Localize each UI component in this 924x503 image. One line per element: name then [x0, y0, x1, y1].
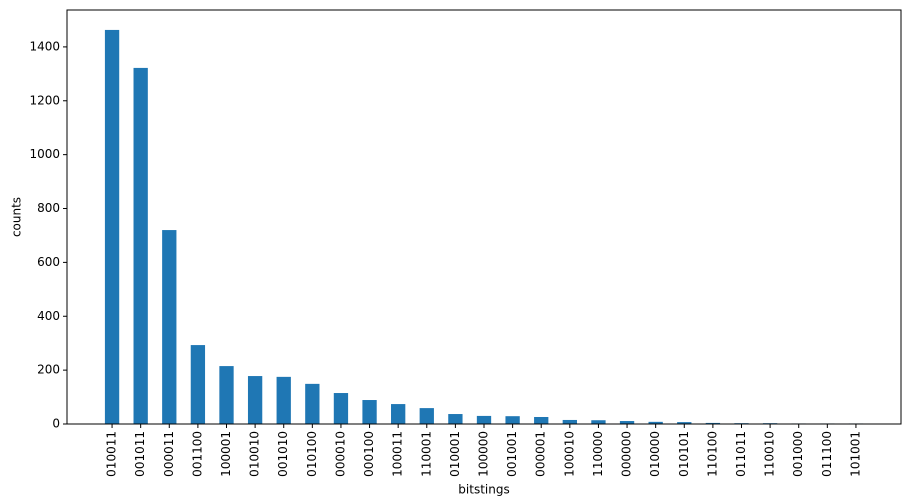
x-tick-label: 100010	[562, 431, 576, 477]
x-tick-label: 010010	[248, 431, 262, 477]
y-tick-label: 600	[37, 255, 60, 269]
x-tick-label: 000000	[620, 431, 634, 477]
x-tick-label: 100000	[477, 431, 491, 477]
bar	[505, 416, 520, 424]
bar	[591, 420, 606, 424]
x-tick-label: 011100	[820, 431, 834, 477]
bar	[391, 404, 406, 424]
bar	[333, 393, 349, 424]
bar	[362, 400, 377, 424]
y-tick-label: 200	[37, 363, 60, 377]
plot-frame	[66, 9, 902, 425]
bar	[677, 422, 692, 424]
bar	[104, 29, 120, 424]
bar	[476, 415, 492, 424]
x-tick-label: 010011	[105, 431, 119, 477]
bar	[247, 376, 263, 424]
x-tick-label: 000001	[534, 431, 548, 477]
x-tick-label: 000011	[162, 431, 176, 477]
bar	[219, 366, 234, 424]
x-tick-label: 010000	[648, 431, 662, 477]
y-tick-label: 800	[37, 201, 60, 215]
bar	[705, 422, 721, 424]
bar	[162, 230, 177, 424]
x-tick-label: 001100	[190, 431, 204, 477]
x-tick-label: 001001	[505, 431, 519, 477]
x-tick-label: 110000	[591, 431, 605, 477]
y-tick-label: 0	[52, 417, 60, 431]
y-tick-label: 1400	[29, 39, 60, 53]
x-axis-label: bitstings	[458, 483, 509, 497]
bar	[648, 421, 663, 424]
x-tick-label: 001011	[133, 431, 147, 477]
y-tick-label: 1200	[29, 93, 60, 107]
x-tick-label: 110100	[705, 431, 719, 477]
bar	[305, 383, 320, 424]
bar	[419, 408, 434, 424]
y-tick-label: 1000	[29, 147, 60, 161]
x-tick-label: 010001	[448, 431, 462, 477]
x-tick-label: 110010	[763, 431, 777, 477]
bar	[562, 419, 577, 424]
bar	[190, 345, 206, 424]
bar	[133, 67, 148, 425]
y-tick-label: 400	[37, 309, 60, 323]
x-tick-label: 010101	[677, 431, 691, 477]
x-tick-label: 100001	[219, 431, 233, 477]
x-tick-label: 010100	[305, 431, 319, 477]
x-tick-label: 110001	[419, 431, 433, 477]
x-tick-label: 001000	[791, 431, 805, 477]
y-axis-label: counts	[10, 197, 24, 237]
bar	[534, 416, 549, 424]
x-tick-label: 000100	[362, 431, 376, 477]
bar	[448, 414, 463, 424]
bar	[619, 421, 635, 424]
x-tick-label: 100011	[391, 431, 405, 477]
bar	[276, 376, 291, 424]
x-tick-label: 101001	[848, 431, 862, 477]
x-tick-label: 001010	[276, 431, 290, 477]
x-tick-label: 011011	[734, 431, 748, 477]
x-tick-label: 000010	[333, 431, 347, 477]
